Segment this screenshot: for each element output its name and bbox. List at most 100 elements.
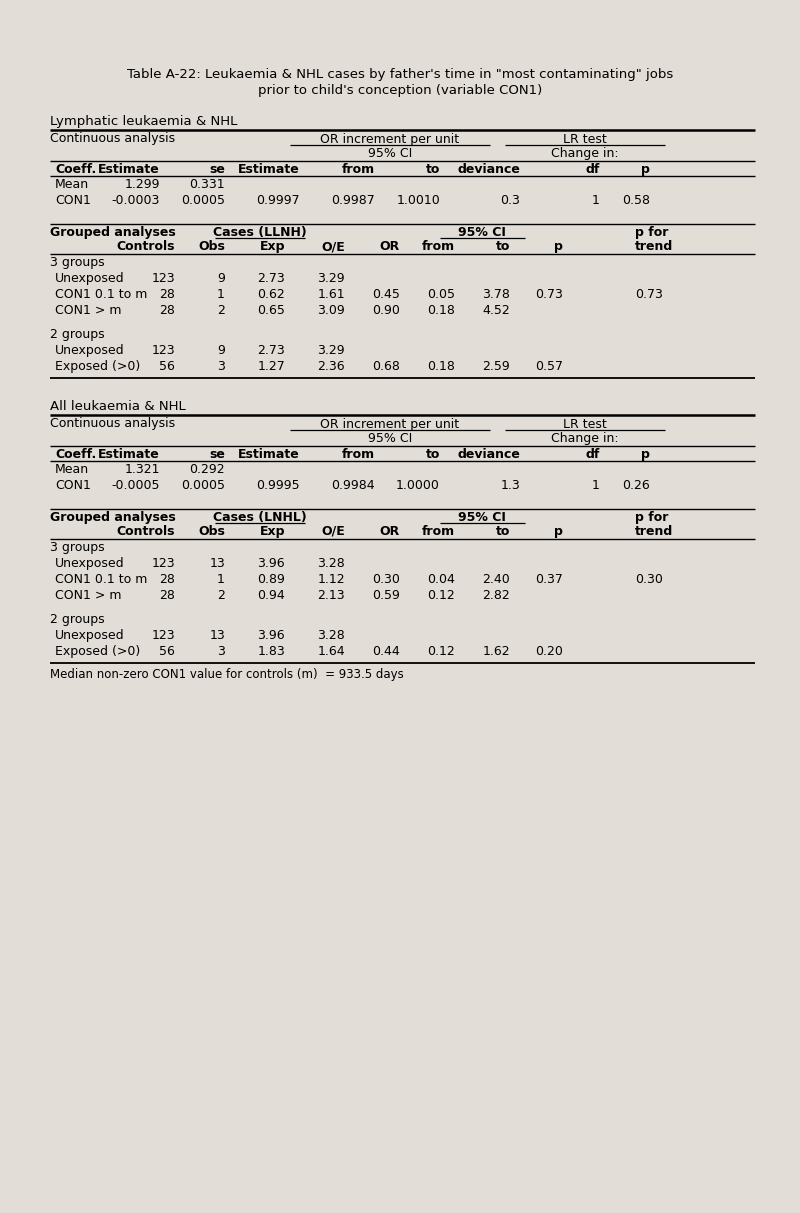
Text: Coeff.: Coeff. xyxy=(55,448,96,461)
Text: 0.73: 0.73 xyxy=(635,287,663,301)
Text: Controls: Controls xyxy=(117,240,175,254)
Text: p: p xyxy=(641,448,650,461)
Text: 0.68: 0.68 xyxy=(372,360,400,374)
Text: Estimate: Estimate xyxy=(98,163,160,176)
Text: 0.292: 0.292 xyxy=(190,463,225,475)
Text: 0.9984: 0.9984 xyxy=(331,479,375,492)
Text: Coeff.: Coeff. xyxy=(55,163,96,176)
Text: 1.3: 1.3 xyxy=(500,479,520,492)
Text: 0.57: 0.57 xyxy=(535,360,563,374)
Text: Mean: Mean xyxy=(55,178,89,190)
Text: 95% CI: 95% CI xyxy=(368,432,412,445)
Text: 95% CI: 95% CI xyxy=(458,226,506,239)
Text: Table A-22: Leukaemia & NHL cases by father's time in "most contaminating" jobs: Table A-22: Leukaemia & NHL cases by fat… xyxy=(127,68,673,81)
Text: 1.321: 1.321 xyxy=(125,463,160,475)
Text: 2: 2 xyxy=(217,590,225,602)
Text: 1: 1 xyxy=(217,573,225,586)
Text: 3 groups: 3 groups xyxy=(50,256,105,269)
Text: 0.26: 0.26 xyxy=(622,479,650,492)
Text: to: to xyxy=(426,448,440,461)
Text: Exp: Exp xyxy=(259,240,285,254)
Text: 3.28: 3.28 xyxy=(318,630,345,642)
Text: p: p xyxy=(554,525,563,539)
Text: df: df xyxy=(586,163,600,176)
Text: from: from xyxy=(422,525,455,539)
Text: 2 groups: 2 groups xyxy=(50,328,105,341)
Text: Controls: Controls xyxy=(117,525,175,539)
Text: 0.9997: 0.9997 xyxy=(256,194,300,207)
Text: df: df xyxy=(586,448,600,461)
Text: 1.61: 1.61 xyxy=(318,287,345,301)
Text: 0.30: 0.30 xyxy=(372,573,400,586)
Text: All leukaemia & NHL: All leukaemia & NHL xyxy=(50,400,186,412)
Text: 2.82: 2.82 xyxy=(482,590,510,602)
Text: 2.73: 2.73 xyxy=(258,344,285,357)
Text: Unexposed: Unexposed xyxy=(55,557,125,570)
Text: 0.62: 0.62 xyxy=(258,287,285,301)
Text: 1.62: 1.62 xyxy=(482,645,510,657)
Text: 0.18: 0.18 xyxy=(427,304,455,317)
Text: 0.04: 0.04 xyxy=(427,573,455,586)
Text: Change in:: Change in: xyxy=(551,147,619,160)
Text: Continuous analysis: Continuous analysis xyxy=(50,417,175,429)
Text: CON1 > m: CON1 > m xyxy=(55,304,122,317)
Text: 3.29: 3.29 xyxy=(318,344,345,357)
Text: LR test: LR test xyxy=(563,133,607,146)
Text: 56: 56 xyxy=(159,645,175,657)
Text: 9: 9 xyxy=(217,344,225,357)
Text: deviance: deviance xyxy=(457,163,520,176)
Text: 123: 123 xyxy=(151,272,175,285)
Text: 1.0010: 1.0010 xyxy=(396,194,440,207)
Text: 3.29: 3.29 xyxy=(318,272,345,285)
Text: Estimate: Estimate xyxy=(238,163,300,176)
Text: to: to xyxy=(496,240,510,254)
Text: CON1 0.1 to m: CON1 0.1 to m xyxy=(55,287,147,301)
Text: 0.45: 0.45 xyxy=(372,287,400,301)
Text: 56: 56 xyxy=(159,360,175,374)
Text: 0.59: 0.59 xyxy=(372,590,400,602)
Text: 95% CI: 95% CI xyxy=(458,511,506,524)
Text: CON1: CON1 xyxy=(55,479,91,492)
Text: 13: 13 xyxy=(210,630,225,642)
Text: from: from xyxy=(342,448,375,461)
Text: Median non-zero CON1 value for controls (m)  = 933.5 days: Median non-zero CON1 value for controls … xyxy=(50,668,404,680)
Text: trend: trend xyxy=(635,240,674,254)
Text: to: to xyxy=(426,163,440,176)
Text: 0.9987: 0.9987 xyxy=(331,194,375,207)
Text: 3.09: 3.09 xyxy=(318,304,345,317)
Text: 28: 28 xyxy=(159,573,175,586)
Text: 1.299: 1.299 xyxy=(125,178,160,190)
Text: 2.40: 2.40 xyxy=(482,573,510,586)
Text: -0.0005: -0.0005 xyxy=(111,479,160,492)
Text: 2 groups: 2 groups xyxy=(50,613,105,626)
Text: 1.27: 1.27 xyxy=(258,360,285,374)
Text: p: p xyxy=(641,163,650,176)
Text: 0.30: 0.30 xyxy=(635,573,663,586)
Text: 28: 28 xyxy=(159,287,175,301)
Text: 1: 1 xyxy=(592,479,600,492)
Text: Continuous analysis: Continuous analysis xyxy=(50,132,175,146)
Text: 1.83: 1.83 xyxy=(258,645,285,657)
Text: CON1: CON1 xyxy=(55,194,91,207)
Text: 0.94: 0.94 xyxy=(258,590,285,602)
Text: 0.73: 0.73 xyxy=(535,287,563,301)
Text: 123: 123 xyxy=(151,557,175,570)
Text: se: se xyxy=(209,163,225,176)
Text: 28: 28 xyxy=(159,304,175,317)
Text: 0.90: 0.90 xyxy=(372,304,400,317)
Text: p: p xyxy=(554,240,563,254)
Text: 0.05: 0.05 xyxy=(427,287,455,301)
Text: 0.65: 0.65 xyxy=(257,304,285,317)
Text: Estimate: Estimate xyxy=(238,448,300,461)
Text: O/E: O/E xyxy=(322,240,345,254)
Text: Unexposed: Unexposed xyxy=(55,344,125,357)
Text: 4.52: 4.52 xyxy=(482,304,510,317)
Text: OR increment per unit: OR increment per unit xyxy=(321,418,459,431)
Text: 0.37: 0.37 xyxy=(535,573,563,586)
Text: Cases (LNHL): Cases (LNHL) xyxy=(213,511,307,524)
Text: Exposed (>0): Exposed (>0) xyxy=(55,645,140,657)
Text: p for: p for xyxy=(635,511,668,524)
Text: 1: 1 xyxy=(217,287,225,301)
Text: from: from xyxy=(422,240,455,254)
Text: Unexposed: Unexposed xyxy=(55,630,125,642)
